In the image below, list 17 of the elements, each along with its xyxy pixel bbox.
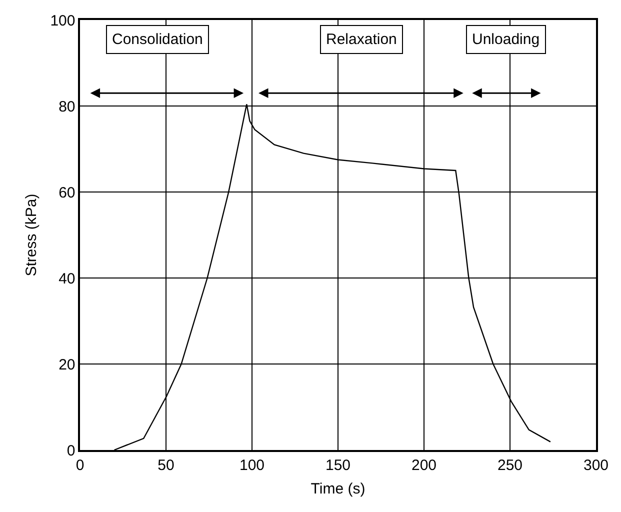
x-tick-label: 300 <box>583 456 609 474</box>
annotation: Unloading <box>472 31 540 48</box>
annotation: Relaxation <box>326 31 397 48</box>
y-tick-label: 40 <box>58 270 76 288</box>
y-axis-title: Stress (kPa) <box>22 194 40 276</box>
x-tick-label: 200 <box>411 456 437 474</box>
annotation: Consolidation <box>112 31 203 48</box>
x-tick-label: 150 <box>325 456 351 474</box>
x-axis-title: Time (s) <box>310 480 366 498</box>
x-tick-label: 250 <box>497 456 523 474</box>
x-tick-label: 50 <box>158 456 174 474</box>
y-tick-label: 20 <box>58 356 76 374</box>
x-tick-label: 100 <box>239 456 265 474</box>
y-tick-label: 0 <box>66 442 76 460</box>
y-tick-label: 100 <box>50 12 76 30</box>
y-tick-label: 80 <box>58 98 76 116</box>
y-tick-label: 60 <box>58 184 76 202</box>
